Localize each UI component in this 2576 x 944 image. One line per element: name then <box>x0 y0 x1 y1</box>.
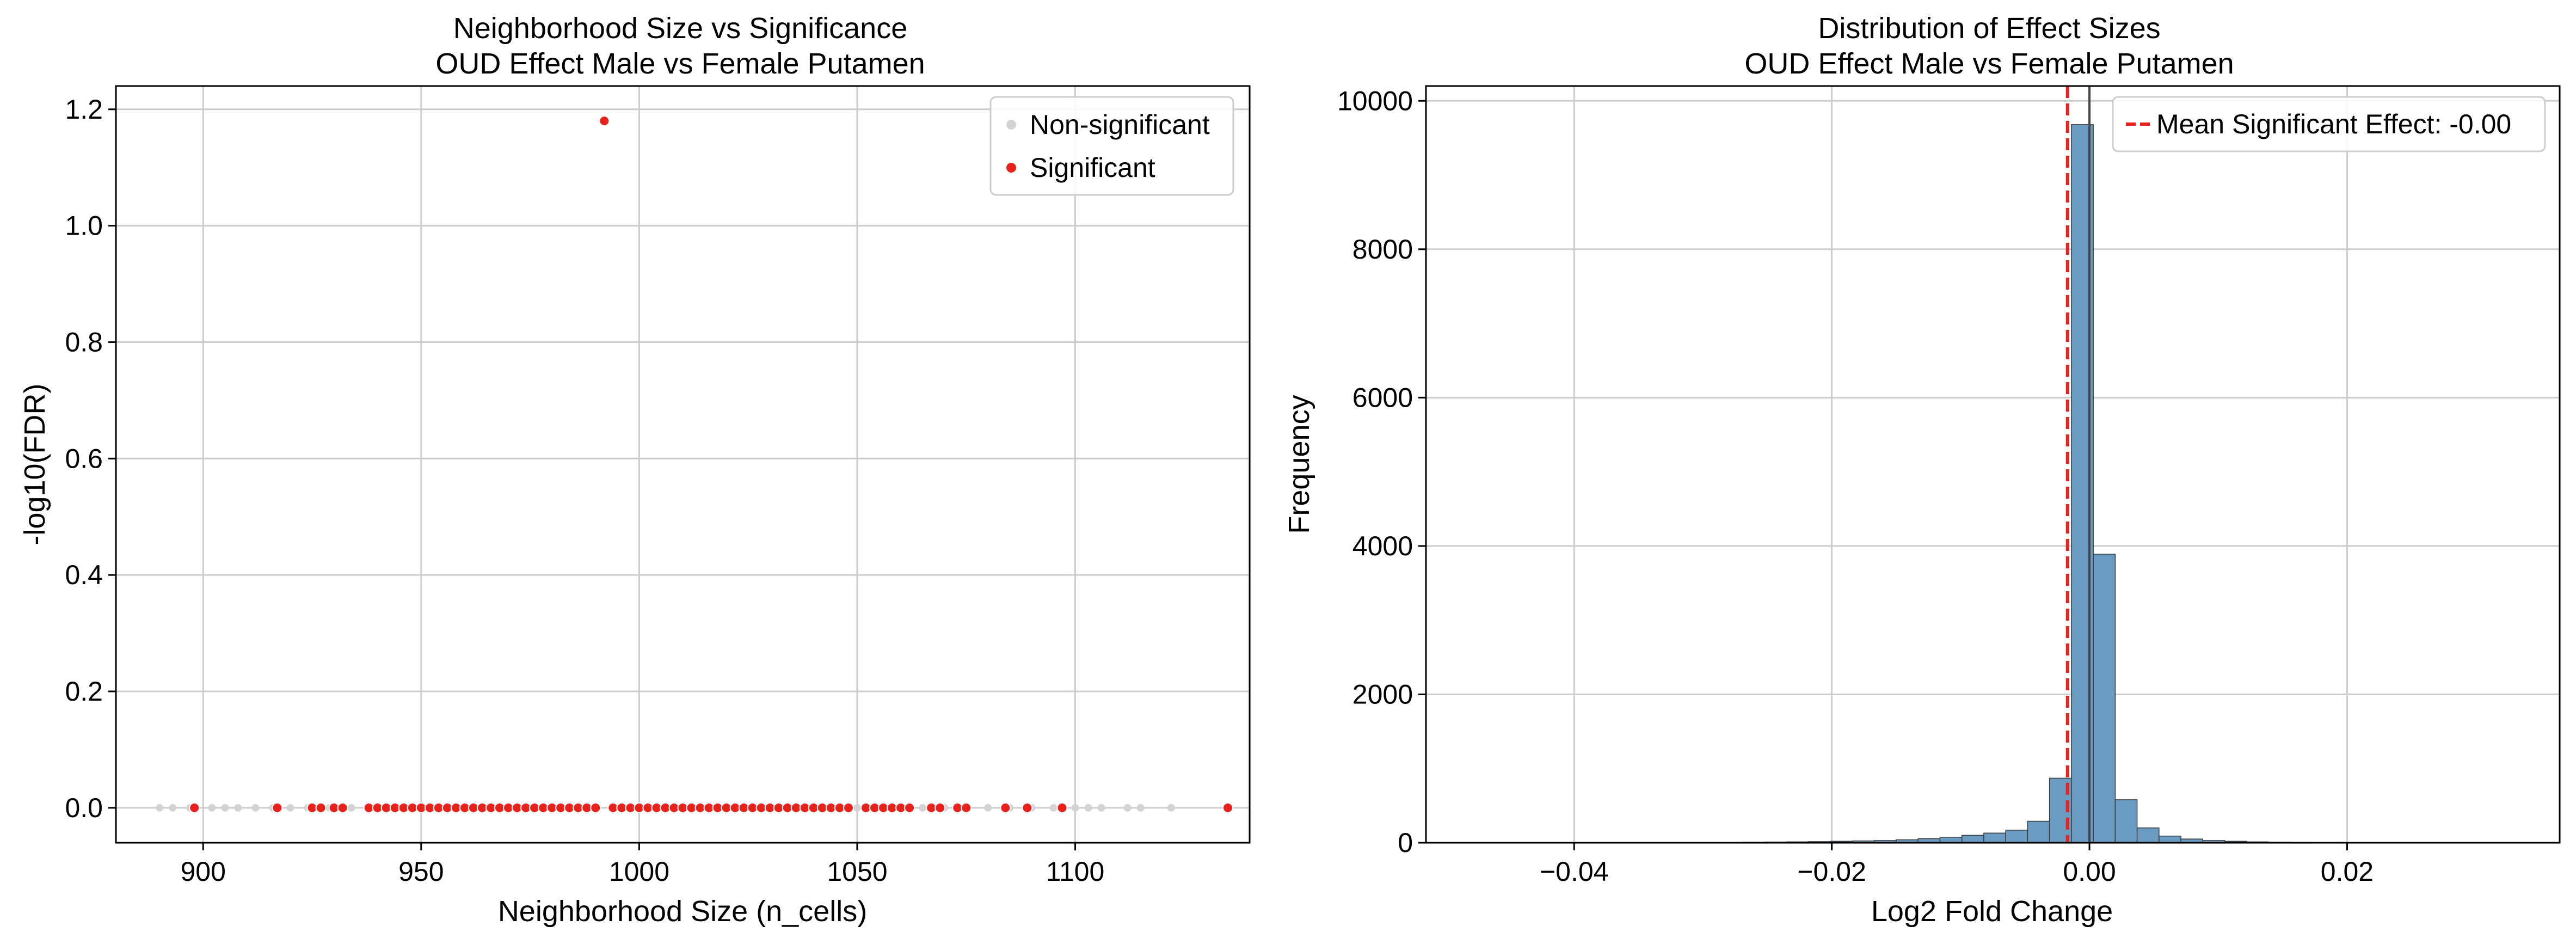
histogram-panel: Distribution of Effect Sizes OUD Effect … <box>1283 12 2561 928</box>
histogram-y-tick-label: 2000 <box>1352 679 1413 709</box>
histogram-bar <box>1961 835 1984 843</box>
histogram-bar <box>2136 827 2160 843</box>
legend-marker-non-significant <box>1006 120 1016 130</box>
non-significant-point <box>1167 804 1175 812</box>
histogram-y-axis-label: Frequency <box>1283 395 1315 534</box>
scatter-y-tick-label: 0.2 <box>65 676 103 707</box>
scatter-x-tick-label: 1100 <box>1046 856 1105 887</box>
non-significant-point <box>156 804 164 812</box>
scatter-x-tick-label: 900 <box>181 856 226 887</box>
histogram-bar <box>1939 837 1963 843</box>
scatter-panel: Neighborhood Size vs Significance OUD Ef… <box>19 12 1251 928</box>
significant-point <box>843 802 854 813</box>
scatter-plot-frame <box>115 85 1251 844</box>
non-significant-point <box>347 804 355 812</box>
histogram-plot-frame <box>1425 85 2561 844</box>
significant-point <box>904 802 915 813</box>
scatter-subtitle: OUD Effect Male vs Female Putamen <box>435 47 925 80</box>
non-significant-point <box>919 804 927 812</box>
non-significant-point <box>251 804 260 812</box>
histogram-y-tick-label: 8000 <box>1352 234 1413 265</box>
scatter-y-tick-label: 0.0 <box>65 793 103 823</box>
significant-point <box>1222 802 1233 813</box>
non-significant-point <box>1084 804 1092 812</box>
histogram-y-ticks: 0 2000 4000 6000 8000 10000 <box>1337 85 1426 858</box>
scatter-grid <box>116 86 1250 843</box>
histogram-x-ticks: −0.04 −0.02 0.00 0.02 <box>1540 843 2374 887</box>
non-significant-point <box>208 804 216 812</box>
scatter-y-ticks: 0.0 0.2 0.4 0.6 0.8 1.0 1.2 <box>65 94 116 823</box>
histogram-x-tick-label: 0.00 <box>2063 856 2116 887</box>
scatter-points <box>156 115 1233 813</box>
non-significant-point <box>234 804 242 812</box>
non-significant-point <box>1097 804 1105 812</box>
histogram-title: Distribution of Effect Sizes <box>1818 12 2160 45</box>
histogram-subtitle: OUD Effect Male vs Female Putamen <box>1744 47 2234 80</box>
non-significant-point <box>984 804 992 812</box>
scatter-legend-box <box>989 96 1234 196</box>
legend-label-non-significant: Non-significant <box>1030 109 1210 140</box>
non-significant-point <box>1049 804 1058 812</box>
non-significant-point <box>169 804 177 812</box>
significant-point <box>272 802 283 813</box>
scatter-x-axis-label: Neighborhood Size (n_cells) <box>498 895 867 928</box>
legend-label-significant: Significant <box>1030 152 1155 183</box>
histogram-y-tick-label: 10000 <box>1337 85 1413 116</box>
histogram-x-axis-label: Log2 Fold Change <box>1871 895 2113 928</box>
scatter-legend: Non-significant Significant <box>989 96 1234 196</box>
histogram-legend-box <box>2112 96 2546 152</box>
scatter-y-tick-label: 0.6 <box>65 443 103 474</box>
scatter-x-tick-label: 1050 <box>827 856 887 887</box>
histogram-legend: Mean Significant Effect: -0.00 <box>2112 96 2546 152</box>
significant-point <box>315 802 327 813</box>
histogram-reference-lines <box>2065 86 2091 843</box>
non-significant-point <box>1136 804 1145 812</box>
significant-point <box>1000 802 1011 813</box>
significant-point <box>961 802 972 813</box>
histogram-y-tick-label: 4000 <box>1352 531 1413 561</box>
histogram-bar <box>2159 835 2181 843</box>
scatter-y-tick-label: 0.8 <box>65 327 103 357</box>
legend-marker-significant <box>1006 163 1016 173</box>
histogram-y-tick-label: 0 <box>1398 827 1413 858</box>
histogram-bar <box>2093 554 2116 843</box>
non-significant-point <box>286 804 294 812</box>
histogram-bar <box>2005 830 2028 843</box>
histogram-x-tick-label: −0.04 <box>1540 856 1609 887</box>
scatter-y-tick-label: 0.4 <box>65 560 103 590</box>
scatter-y-tick-label: 1.2 <box>65 94 103 125</box>
histogram-y-tick-label: 6000 <box>1352 382 1413 413</box>
significant-point <box>337 802 348 813</box>
scatter-y-axis-label: -log10(FDR) <box>19 383 51 545</box>
histogram-x-tick-label: 0.02 <box>2321 856 2374 887</box>
histogram-bar <box>1983 832 2006 843</box>
non-significant-point <box>1071 804 1079 812</box>
non-significant-point <box>1123 804 1132 812</box>
significant-point <box>189 802 200 813</box>
significant-point <box>590 802 601 813</box>
scatter-y-tick-label: 1.0 <box>65 211 103 241</box>
significant-point <box>599 115 610 127</box>
non-significant-point <box>221 804 229 812</box>
scatter-x-tick-label: 950 <box>398 856 444 887</box>
histogram-bar <box>2027 820 2050 843</box>
legend-label-mean-effect: Mean Significant Effect: -0.00 <box>2156 109 2511 139</box>
significant-point <box>1056 802 1068 813</box>
scatter-x-ticks: 900 950 1000 1050 1100 <box>181 843 1105 887</box>
histogram-bar <box>2114 799 2138 843</box>
histogram-x-tick-label: −0.02 <box>1797 856 1866 887</box>
scatter-title: Neighborhood Size vs Significance <box>453 12 908 45</box>
significant-point <box>1022 802 1033 813</box>
scatter-x-tick-label: 1000 <box>609 856 669 887</box>
non-significant-point <box>853 804 861 812</box>
significant-point <box>935 802 946 813</box>
